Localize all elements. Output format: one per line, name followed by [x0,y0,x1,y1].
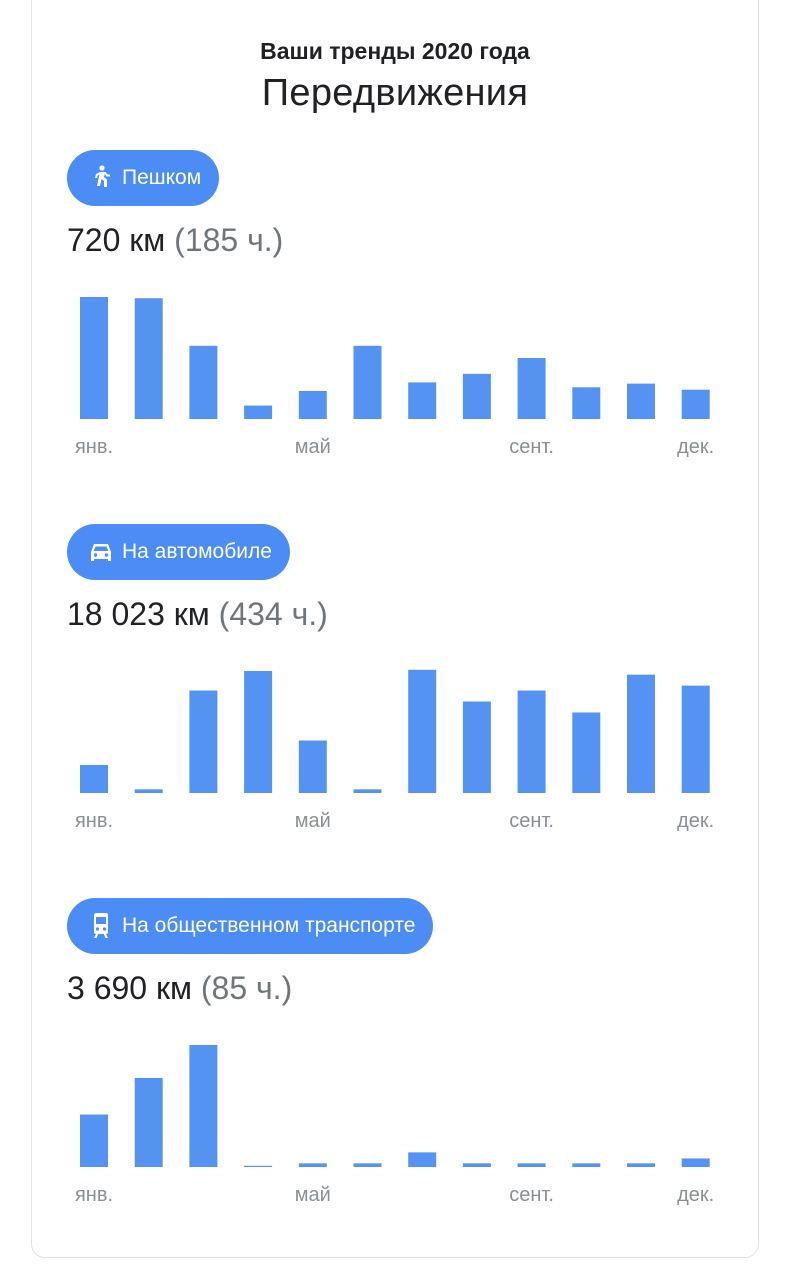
car-bar-7 [408,669,437,793]
walking-tick-label: янв. [75,436,113,458]
walking-bar-11 [627,383,655,419]
walking-bar-7 [408,382,437,419]
walking-stat: 720 км (185 ч.) [67,222,283,259]
car-chart-svg: янв. май сент. дек. [75,669,714,832]
transit-label: На общественном транспорте [122,914,416,937]
car-tick-label: янв. [75,810,113,832]
walking-chart: янв. май сент. дек. [60,290,730,460]
page-title: Передвижения [261,72,529,114]
car-tick-label: май [295,810,331,832]
transit-bar-7 [408,1152,437,1167]
transit-stat: 3 690 км (85 ч.) [67,970,292,1007]
walking-tick-label: май [295,436,331,458]
transit-distance: 3 690 км [67,970,192,1006]
transit-bar-12 [681,1158,710,1167]
walking-pill[interactable]: Пешком [67,150,220,206]
walking-bar-1 [80,297,108,419]
walking-icon [88,165,114,191]
car-tick-label: дек. [677,810,714,832]
transit-tick-label: май [295,1184,331,1206]
walking-duration: (185 ч.) [174,222,284,258]
car-label: На автомобиле [122,540,272,563]
transit-bar-10 [572,1163,601,1167]
car-duration: (434 ч.) [218,596,328,632]
transit-bar-9 [517,1163,546,1167]
walking-bar-3 [189,345,218,419]
walking-bar-12 [681,389,710,419]
transit-tick-label: янв. [75,1184,113,1206]
transit-bar-3 [189,1045,218,1167]
car-stat: 18 023 км (434 ч.) [67,596,328,633]
walking-label: Пешком [122,166,202,189]
transit-bar-2 [134,1077,163,1167]
car-bar-9 [517,690,546,793]
transit-bar-1 [80,1114,108,1167]
transit-chart-svg: янв. май сент. дек. [75,1045,714,1206]
walking-bar-2 [134,298,163,419]
transit-duration: (85 ч.) [200,970,293,1006]
car-bar-4 [244,671,273,793]
walking-bar-8 [462,373,491,419]
transit-bar-8 [462,1163,491,1167]
walking-tick-label: дек. [677,436,714,458]
walking-bar-10 [572,387,601,419]
transit-bar-5 [298,1163,327,1167]
walking-tick-label: сент. [509,436,554,458]
walking-bar-5 [298,390,327,419]
car-bar-2 [134,789,163,793]
car-bar-8 [462,701,491,793]
page-subtitle: Ваши тренды 2020 года [260,38,530,64]
transit-chart: янв. май сент. дек. [60,1038,730,1208]
walking-distance: 720 км [67,222,166,258]
transit-pill[interactable]: На общественном транспорте [67,898,434,954]
car-icon [88,539,114,565]
walking-chart-svg: янв. май сент. дек. [75,297,714,458]
car-bar-12 [681,685,710,793]
trends-card [31,0,759,1258]
car-bar-6 [353,789,382,793]
car-chart: янв. май сент. дек. [60,664,730,834]
car-bar-1 [80,764,108,793]
transit-bar-4 [244,1165,273,1167]
walking-bar-6 [353,345,382,419]
transit-tick-label: дек. [677,1184,714,1206]
car-bar-11 [627,674,655,793]
transit-bar-6 [353,1163,382,1167]
car-bar-5 [298,740,327,793]
car-bar-10 [572,712,601,793]
car-bar-3 [189,690,218,793]
car-distance: 18 023 км [67,596,210,632]
walking-bar-9 [517,358,546,419]
transit-tick-label: сент. [509,1184,554,1206]
train-icon [88,913,114,939]
car-tick-label: сент. [509,810,554,832]
car-pill[interactable]: На автомобиле [67,524,290,580]
walking-bar-4 [244,405,273,419]
transit-bar-11 [627,1163,655,1167]
